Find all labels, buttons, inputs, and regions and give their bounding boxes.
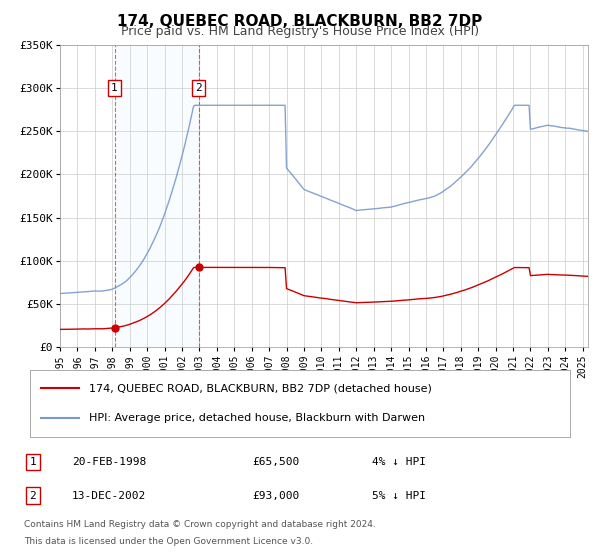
Text: HPI: Average price, detached house, Blackburn with Darwen: HPI: Average price, detached house, Blac… <box>89 413 425 423</box>
Text: Contains HM Land Registry data © Crown copyright and database right 2024.: Contains HM Land Registry data © Crown c… <box>24 520 376 529</box>
Text: 2: 2 <box>29 491 37 501</box>
Text: 174, QUEBEC ROAD, BLACKBURN, BB2 7DP (detached house): 174, QUEBEC ROAD, BLACKBURN, BB2 7DP (de… <box>89 384 432 394</box>
Text: 5% ↓ HPI: 5% ↓ HPI <box>372 491 426 501</box>
Text: 174, QUEBEC ROAD, BLACKBURN, BB2 7DP: 174, QUEBEC ROAD, BLACKBURN, BB2 7DP <box>118 14 482 29</box>
Text: £65,500: £65,500 <box>252 457 299 467</box>
Text: Price paid vs. HM Land Registry's House Price Index (HPI): Price paid vs. HM Land Registry's House … <box>121 25 479 38</box>
Text: £93,000: £93,000 <box>252 491 299 501</box>
Text: 1: 1 <box>111 83 118 93</box>
Point <box>194 263 203 272</box>
Text: This data is licensed under the Open Government Licence v3.0.: This data is licensed under the Open Gov… <box>24 537 313 546</box>
Text: 20-FEB-1998: 20-FEB-1998 <box>72 457 146 467</box>
Text: 13-DEC-2002: 13-DEC-2002 <box>72 491 146 501</box>
Point <box>110 323 119 332</box>
Text: 2: 2 <box>195 83 202 93</box>
Text: 4% ↓ HPI: 4% ↓ HPI <box>372 457 426 467</box>
Bar <box>115 45 199 347</box>
Text: 1: 1 <box>29 457 37 467</box>
